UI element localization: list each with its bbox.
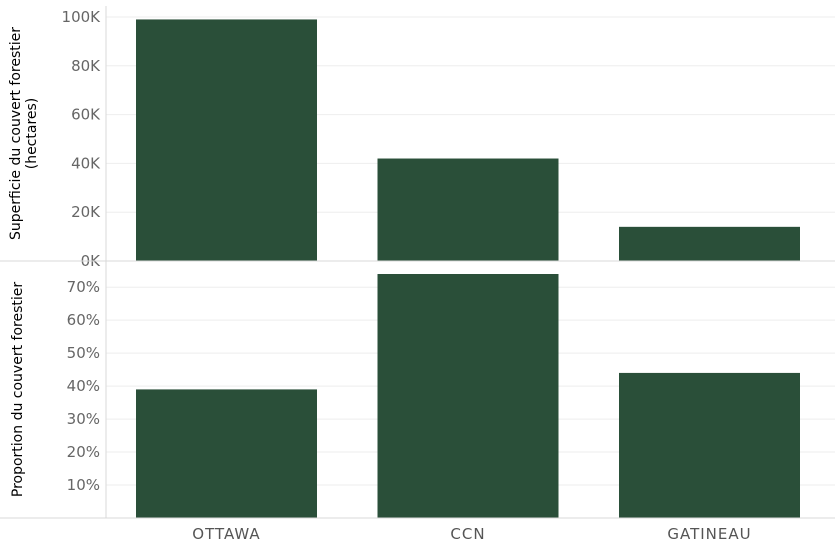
y-tick-label: 20K	[71, 203, 101, 221]
bar-gatineau	[619, 226, 800, 261]
y-tick-label: 60%	[67, 311, 100, 329]
x-tick-label: GATINEAU	[667, 525, 751, 543]
y-tick-label: 60K	[71, 106, 101, 124]
y-axis-title: Superficie du couvert forestier	[8, 27, 24, 240]
bar-gatineau	[619, 372, 800, 518]
y-tick-label: 100K	[62, 8, 102, 26]
y-tick-label: 70%	[67, 278, 100, 296]
bar-ccn	[377, 274, 559, 518]
y-tick-label: 40K	[71, 154, 101, 172]
bar-ottawa	[136, 389, 317, 518]
bar-ottawa	[136, 19, 317, 261]
y-axis-title: (hectares)	[24, 98, 40, 170]
y-axis-title: Proportion du couvert forestier	[10, 282, 26, 497]
y-tick-label: 20%	[67, 443, 100, 461]
bar-ccn	[377, 158, 559, 261]
y-tick-label: 10%	[67, 476, 100, 494]
x-tick-label: OTTAWA	[192, 525, 260, 543]
x-tick-label: CCN	[450, 525, 485, 543]
y-tick-label: 40%	[67, 377, 100, 395]
y-tick-label: 50%	[67, 344, 100, 362]
y-tick-label: 30%	[67, 410, 100, 428]
y-tick-label: 80K	[71, 57, 101, 75]
